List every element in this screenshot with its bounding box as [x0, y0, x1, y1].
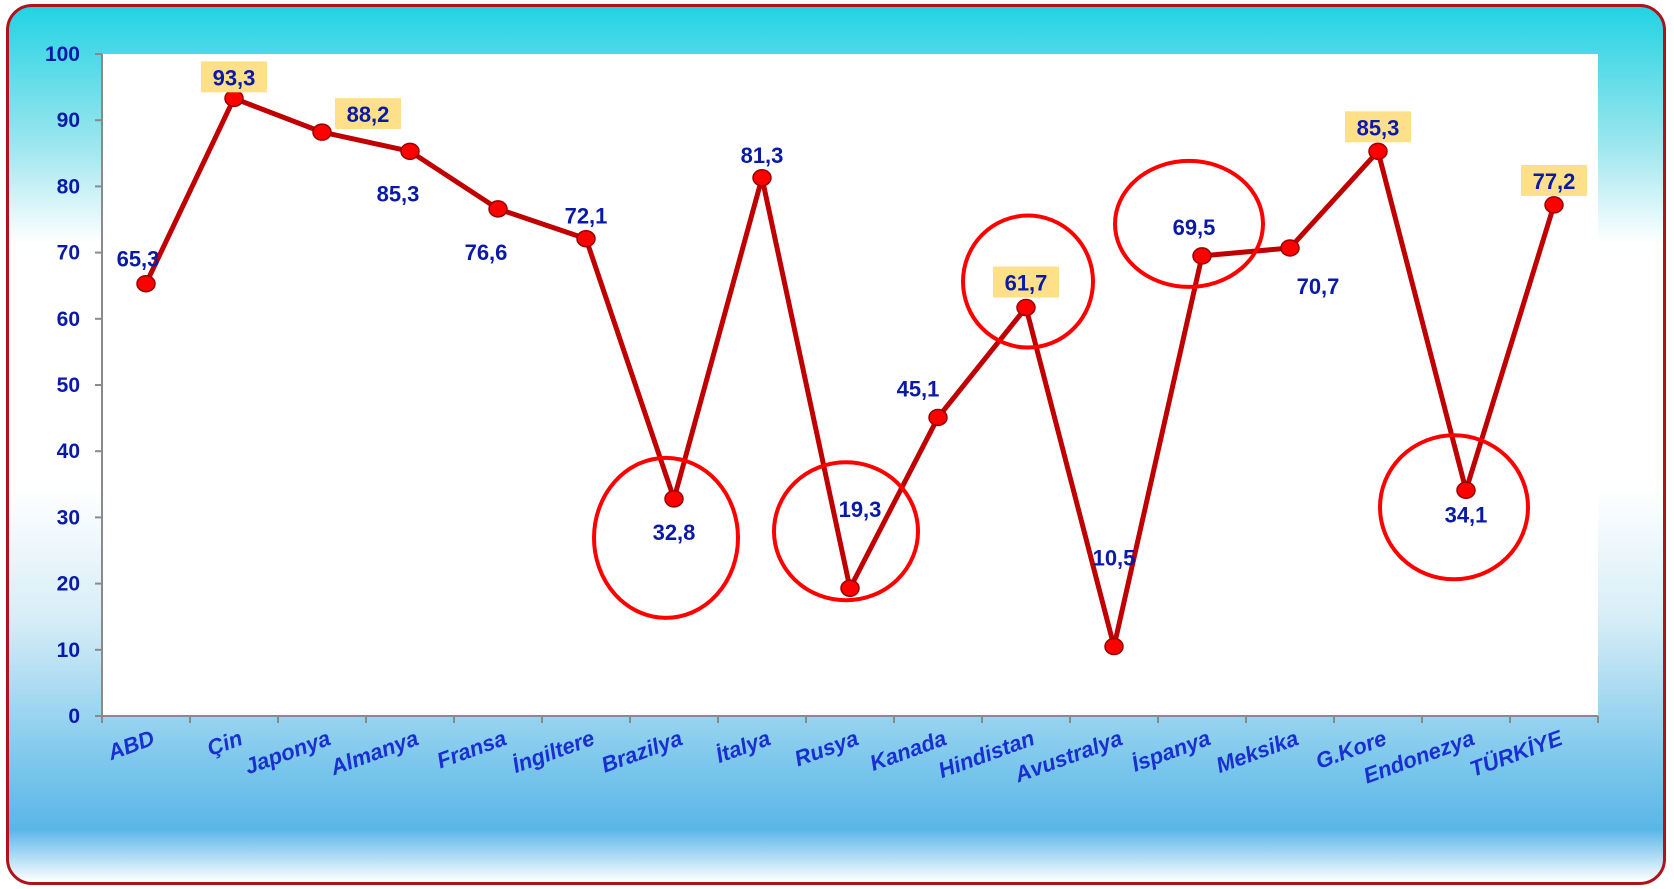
- plot-area: [102, 54, 1598, 716]
- data-point-Endonezya: [1456, 481, 1476, 500]
- x-category-label-4: Fransa: [433, 725, 509, 773]
- data-label-G.Kore: 85,3: [1357, 115, 1400, 140]
- data-label-highlight-16: [1521, 164, 1587, 196]
- y-tick-label-40: 40: [57, 440, 80, 463]
- data-point-İngiltere: [576, 229, 596, 248]
- data-point-Rusya: [840, 579, 860, 597]
- x-category-label-13: Meksika: [1213, 725, 1302, 778]
- x-category-label-2: Japonya: [241, 725, 333, 779]
- data-label-TÜRKİYE: 77,2: [1533, 169, 1576, 194]
- x-category-label-7: İtalya: [712, 725, 773, 768]
- series-line: [136, 89, 1564, 656]
- data-label-Almanya: 85,3: [377, 181, 420, 206]
- y-tick-label-70: 70: [57, 242, 80, 265]
- data-point-İtalya: [752, 169, 772, 187]
- y-tick-label-10: 10: [57, 639, 80, 662]
- x-category-label-16: TÜRKİYE: [1466, 725, 1567, 782]
- data-label-ABD: 65,3: [117, 247, 160, 272]
- data-label-İngiltere: 72,1: [565, 204, 608, 229]
- data-label-Meksika: 70,7: [1297, 274, 1340, 299]
- data-label-Brazilya: 32,8: [653, 520, 696, 545]
- highlight-circle-Hindistan: [961, 213, 1095, 350]
- data-point-Fransa: [488, 200, 508, 218]
- y-tick-label-80: 80: [57, 175, 80, 198]
- data-point-Meksika: [1280, 239, 1300, 257]
- highlight-circles: [592, 158, 1530, 620]
- data-point-Almanya: [400, 142, 420, 161]
- data-label-İspanya: 69,5: [1173, 215, 1216, 240]
- x-category-label-1: Çin: [204, 725, 246, 761]
- y-tick-label-100: 100: [45, 43, 80, 66]
- y-axis-tick-labels: 0 10 20 30 40 50 60 70 80 90 100: [45, 43, 80, 728]
- x-category-label-12: İspanya: [1128, 725, 1214, 777]
- data-point-Brazilya: [664, 490, 684, 508]
- data-label-highlight-2: [335, 98, 401, 130]
- data-point-Hindistan: [1016, 298, 1036, 317]
- highlight-circle-Brazilya: [592, 455, 740, 620]
- highlight-circle-İspanya: [1113, 158, 1265, 289]
- y-tick-label-0: 0: [68, 705, 80, 728]
- y-tick-label-50: 50: [57, 374, 80, 397]
- data-label-İtalya: 81,3: [741, 143, 784, 168]
- x-category-label-0: ABD: [103, 725, 157, 765]
- data-label-Endonezya: 34,1: [1445, 502, 1488, 527]
- data-label-highlight-1: [201, 61, 267, 93]
- highlight-circle-Endonezya: [1378, 433, 1530, 582]
- data-point-TÜRKİYE: [1544, 196, 1564, 214]
- data-label-highlight-14: [1345, 111, 1411, 143]
- y-tick-label-30: 30: [57, 506, 80, 529]
- y-tick-label-60: 60: [57, 308, 80, 331]
- data-point-ABD: [136, 274, 156, 293]
- data-label-Fransa: 76,6: [465, 240, 508, 265]
- x-category-label-6: Brazilya: [598, 725, 686, 777]
- data-label-highlight-10: [993, 266, 1059, 298]
- y-tick-label-20: 20: [57, 573, 80, 596]
- data-labels: 65,3 93,3 88,2 85,3 76,6 72,1 32,8 81,3 19,3 45,1…: [117, 61, 1587, 570]
- data-point-G.Kore: [1368, 142, 1388, 161]
- data-point-Avustralya: [1104, 637, 1124, 656]
- data-point-İspanya: [1192, 247, 1212, 265]
- x-category-label-8: Rusya: [791, 725, 862, 771]
- data-label-Rusya: 19,3: [839, 497, 882, 522]
- data-label-Japonya: 88,2: [347, 102, 390, 127]
- axes: [95, 53, 1599, 723]
- y-tick-label-90: 90: [57, 109, 80, 132]
- data-point-Japonya: [312, 123, 332, 141]
- data-point-Kanada: [928, 408, 948, 427]
- data-label-Kanada: 45,1: [897, 376, 940, 401]
- highlight-circle-Rusya: [772, 460, 920, 603]
- x-category-label-3: Almanya: [326, 725, 422, 780]
- data-label-Hindistan: 61,7: [1005, 271, 1048, 296]
- data-point-Çin: [224, 89, 244, 108]
- data-label-Avustralya: 10,5: [1093, 545, 1136, 570]
- x-category-label-5: İngiltere: [509, 725, 598, 778]
- data-label-Çin: 93,3: [213, 65, 256, 90]
